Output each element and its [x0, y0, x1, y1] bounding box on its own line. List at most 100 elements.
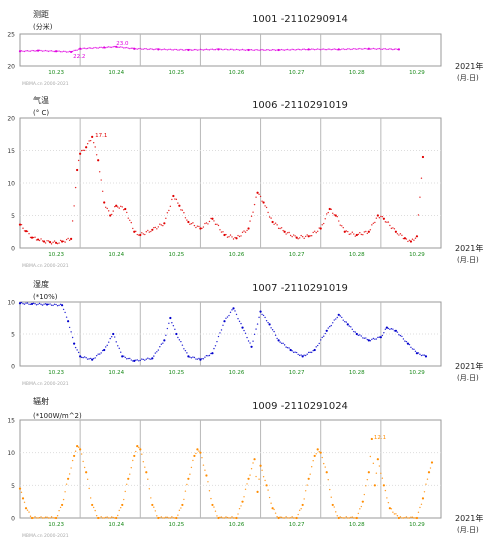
series-dot — [426, 478, 429, 480]
series-dot — [108, 46, 110, 48]
series-dot — [300, 354, 302, 356]
series-dot — [246, 49, 248, 51]
series-dot — [98, 353, 101, 355]
series-dot — [270, 327, 272, 329]
series-dot — [65, 483, 68, 485]
data-point — [115, 516, 118, 520]
series-dot — [234, 517, 236, 519]
series-dot — [117, 46, 119, 48]
series-dot — [181, 209, 184, 211]
x-tick-label: 10.25 — [168, 370, 184, 376]
x-axis-unit: (月.日) — [457, 374, 479, 382]
data-point — [133, 454, 136, 458]
series-dot — [154, 510, 157, 512]
y-axis-unit: (*10%) — [33, 293, 58, 301]
series-dot — [165, 334, 167, 336]
data-point — [76, 445, 79, 448]
series-dot — [166, 49, 169, 51]
series-dot — [190, 49, 193, 51]
series-dot — [20, 50, 23, 52]
data-point — [18, 223, 22, 226]
series-dot — [332, 48, 334, 51]
series-dot — [105, 346, 107, 348]
data-point — [397, 48, 400, 51]
series-dot — [47, 50, 50, 53]
y-tick-label: 25 — [7, 32, 15, 39]
series-dot — [202, 226, 205, 228]
series-dot — [249, 220, 251, 222]
series-dot — [83, 356, 86, 358]
series-dot — [132, 47, 134, 49]
series-dot — [138, 446, 140, 449]
y-tick-label: 0 — [11, 364, 15, 371]
series-dot — [25, 302, 27, 304]
series-dot — [360, 335, 363, 337]
data-point — [247, 48, 250, 52]
series-dot — [347, 48, 349, 50]
series-dot — [214, 48, 217, 51]
series-dot — [138, 360, 140, 362]
series-dot — [83, 47, 86, 49]
series-dot — [94, 357, 96, 359]
series-dot — [265, 206, 268, 209]
series-dot — [280, 516, 283, 519]
series-dot — [339, 49, 341, 51]
series-dot — [153, 506, 155, 508]
series-dot — [216, 48, 218, 50]
series-dot — [26, 302, 29, 304]
series-dot — [73, 205, 75, 207]
series-dot — [76, 49, 78, 51]
series-dot — [417, 214, 420, 216]
y-axis-label: 气温 — [33, 95, 49, 105]
series-dot — [74, 346, 77, 349]
series-dot — [68, 473, 71, 475]
series-dot — [207, 355, 209, 357]
series-dot — [94, 509, 96, 512]
series-dot — [304, 235, 307, 238]
series-dot — [317, 48, 319, 50]
series-dot — [138, 47, 140, 50]
series-dot — [222, 517, 224, 519]
series-dot — [95, 47, 98, 49]
series-dot — [304, 490, 307, 492]
series-dot — [365, 337, 367, 339]
data-point — [42, 240, 46, 243]
series-dot — [171, 198, 173, 201]
data-point — [271, 220, 274, 224]
data-point — [235, 516, 238, 520]
series-dot — [429, 467, 432, 469]
series-dot — [286, 232, 289, 234]
series-dot — [350, 233, 352, 235]
series-dot — [401, 517, 403, 519]
series-dot — [414, 517, 417, 519]
data-point — [133, 47, 136, 50]
series-dot — [229, 311, 232, 314]
series-dot — [345, 48, 347, 51]
data-point — [289, 348, 292, 352]
data-point — [382, 484, 385, 487]
series-dot — [150, 230, 152, 233]
data-point — [91, 135, 94, 138]
series-dot — [381, 477, 384, 479]
series-dot — [28, 511, 30, 513]
series-dot — [357, 48, 360, 50]
series-dot — [183, 49, 185, 51]
series-dot — [348, 48, 350, 50]
series-dot — [204, 356, 206, 358]
data-point — [259, 310, 262, 313]
series-dot — [192, 222, 194, 224]
series-dot — [157, 226, 160, 228]
series-dot — [262, 314, 265, 317]
y-axis-unit: (*100W/m^2) — [33, 412, 82, 420]
x-tick-label: 10.29 — [409, 252, 425, 258]
series-dot — [208, 49, 211, 51]
series-dot — [190, 466, 193, 469]
data-point — [97, 159, 100, 162]
series-dot — [83, 149, 86, 152]
data-point — [301, 503, 304, 507]
series-dot — [359, 334, 361, 336]
x-tick-label: 10.23 — [48, 522, 64, 528]
series-dot — [217, 224, 220, 227]
data-point — [247, 227, 250, 230]
series-dot — [147, 478, 149, 480]
